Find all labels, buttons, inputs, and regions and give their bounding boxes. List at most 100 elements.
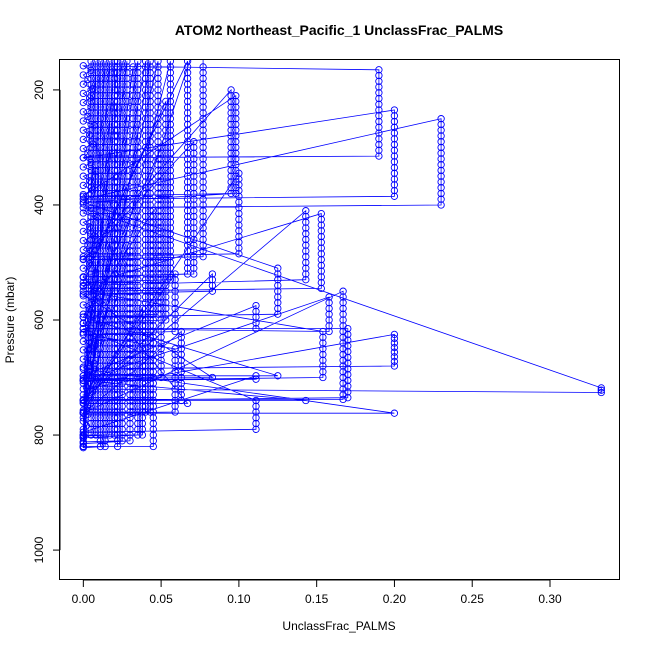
data-point <box>274 310 282 318</box>
data-point <box>87 138 95 146</box>
data-point <box>199 253 207 261</box>
data-point <box>344 370 352 379</box>
data-point <box>113 69 122 77</box>
data-point <box>96 74 105 83</box>
data-point <box>141 276 150 284</box>
data-point <box>166 143 175 152</box>
data-point <box>166 115 175 123</box>
data-point <box>110 327 119 336</box>
data-point <box>106 419 114 428</box>
data-point <box>141 230 150 238</box>
data-point <box>110 368 119 376</box>
data-point <box>183 399 192 408</box>
data-point <box>319 362 327 370</box>
data-point <box>154 166 162 175</box>
data-point <box>171 276 179 284</box>
data-point <box>199 115 207 123</box>
data-point <box>166 126 175 134</box>
data-point <box>87 408 95 416</box>
data-point <box>138 373 147 382</box>
data-point <box>87 80 95 88</box>
data-point <box>208 287 217 295</box>
data-point <box>146 316 154 324</box>
data-point <box>110 149 119 157</box>
data-point <box>183 184 192 192</box>
data-point <box>157 195 165 203</box>
data-point <box>84 241 92 249</box>
data-point <box>317 244 325 252</box>
data-point <box>87 158 95 167</box>
data-point <box>96 235 105 244</box>
data-point <box>199 126 207 134</box>
data-point <box>96 109 105 117</box>
data-point <box>87 69 95 77</box>
data-point <box>118 396 126 405</box>
data-point <box>123 86 131 94</box>
data-point <box>166 230 175 238</box>
data-point <box>126 333 134 341</box>
data-point <box>110 310 119 318</box>
data-point <box>134 120 142 129</box>
data-point <box>96 155 105 163</box>
data-point <box>162 149 170 157</box>
data-point <box>96 201 105 209</box>
data-point <box>252 414 260 422</box>
data-point <box>146 109 154 117</box>
data-point <box>597 384 605 392</box>
data-point <box>87 264 95 272</box>
data-point <box>199 149 207 157</box>
data-point <box>110 166 119 175</box>
data-point <box>146 356 154 364</box>
data-point <box>101 103 109 111</box>
data-point <box>110 143 119 152</box>
data-point <box>134 155 142 163</box>
data-point <box>134 431 142 439</box>
data-point <box>110 293 119 301</box>
data-point <box>390 357 399 366</box>
data-point <box>96 212 105 221</box>
data-point <box>390 123 399 131</box>
data-point <box>118 161 126 169</box>
data-point <box>138 350 147 359</box>
data-point <box>87 115 95 123</box>
data-point <box>118 218 126 226</box>
data-point <box>325 322 333 330</box>
data-point <box>162 281 170 290</box>
data-point <box>106 379 114 387</box>
data-point <box>96 368 105 376</box>
data-point <box>319 356 327 364</box>
data-point <box>183 74 192 83</box>
data-point <box>134 396 142 405</box>
data-point <box>344 353 352 362</box>
data-point <box>134 161 142 169</box>
data-point <box>154 143 162 152</box>
data-point <box>96 408 105 416</box>
data-point <box>141 149 150 157</box>
data-point <box>113 258 122 267</box>
data-point <box>344 382 352 390</box>
data-point <box>149 402 157 410</box>
data-point <box>183 258 192 267</box>
data-point <box>157 143 165 152</box>
data-point <box>79 431 87 439</box>
data-point <box>79 365 87 373</box>
x-tick-label: 0.20 <box>383 592 407 606</box>
data-point <box>183 115 192 123</box>
data-point <box>162 115 170 123</box>
data-point <box>437 189 445 198</box>
data-point <box>106 402 114 410</box>
data-point <box>96 115 105 123</box>
data-point <box>134 212 142 221</box>
data-point <box>302 218 310 226</box>
data-point <box>101 218 109 226</box>
data-point <box>134 132 142 140</box>
data-point <box>106 247 114 255</box>
data-point <box>101 419 109 428</box>
data-point <box>166 120 175 129</box>
data-point <box>110 350 119 359</box>
data-point <box>141 270 150 278</box>
data-point <box>166 172 175 180</box>
data-point <box>141 293 150 301</box>
data-point <box>96 425 105 433</box>
data-point <box>134 276 142 284</box>
